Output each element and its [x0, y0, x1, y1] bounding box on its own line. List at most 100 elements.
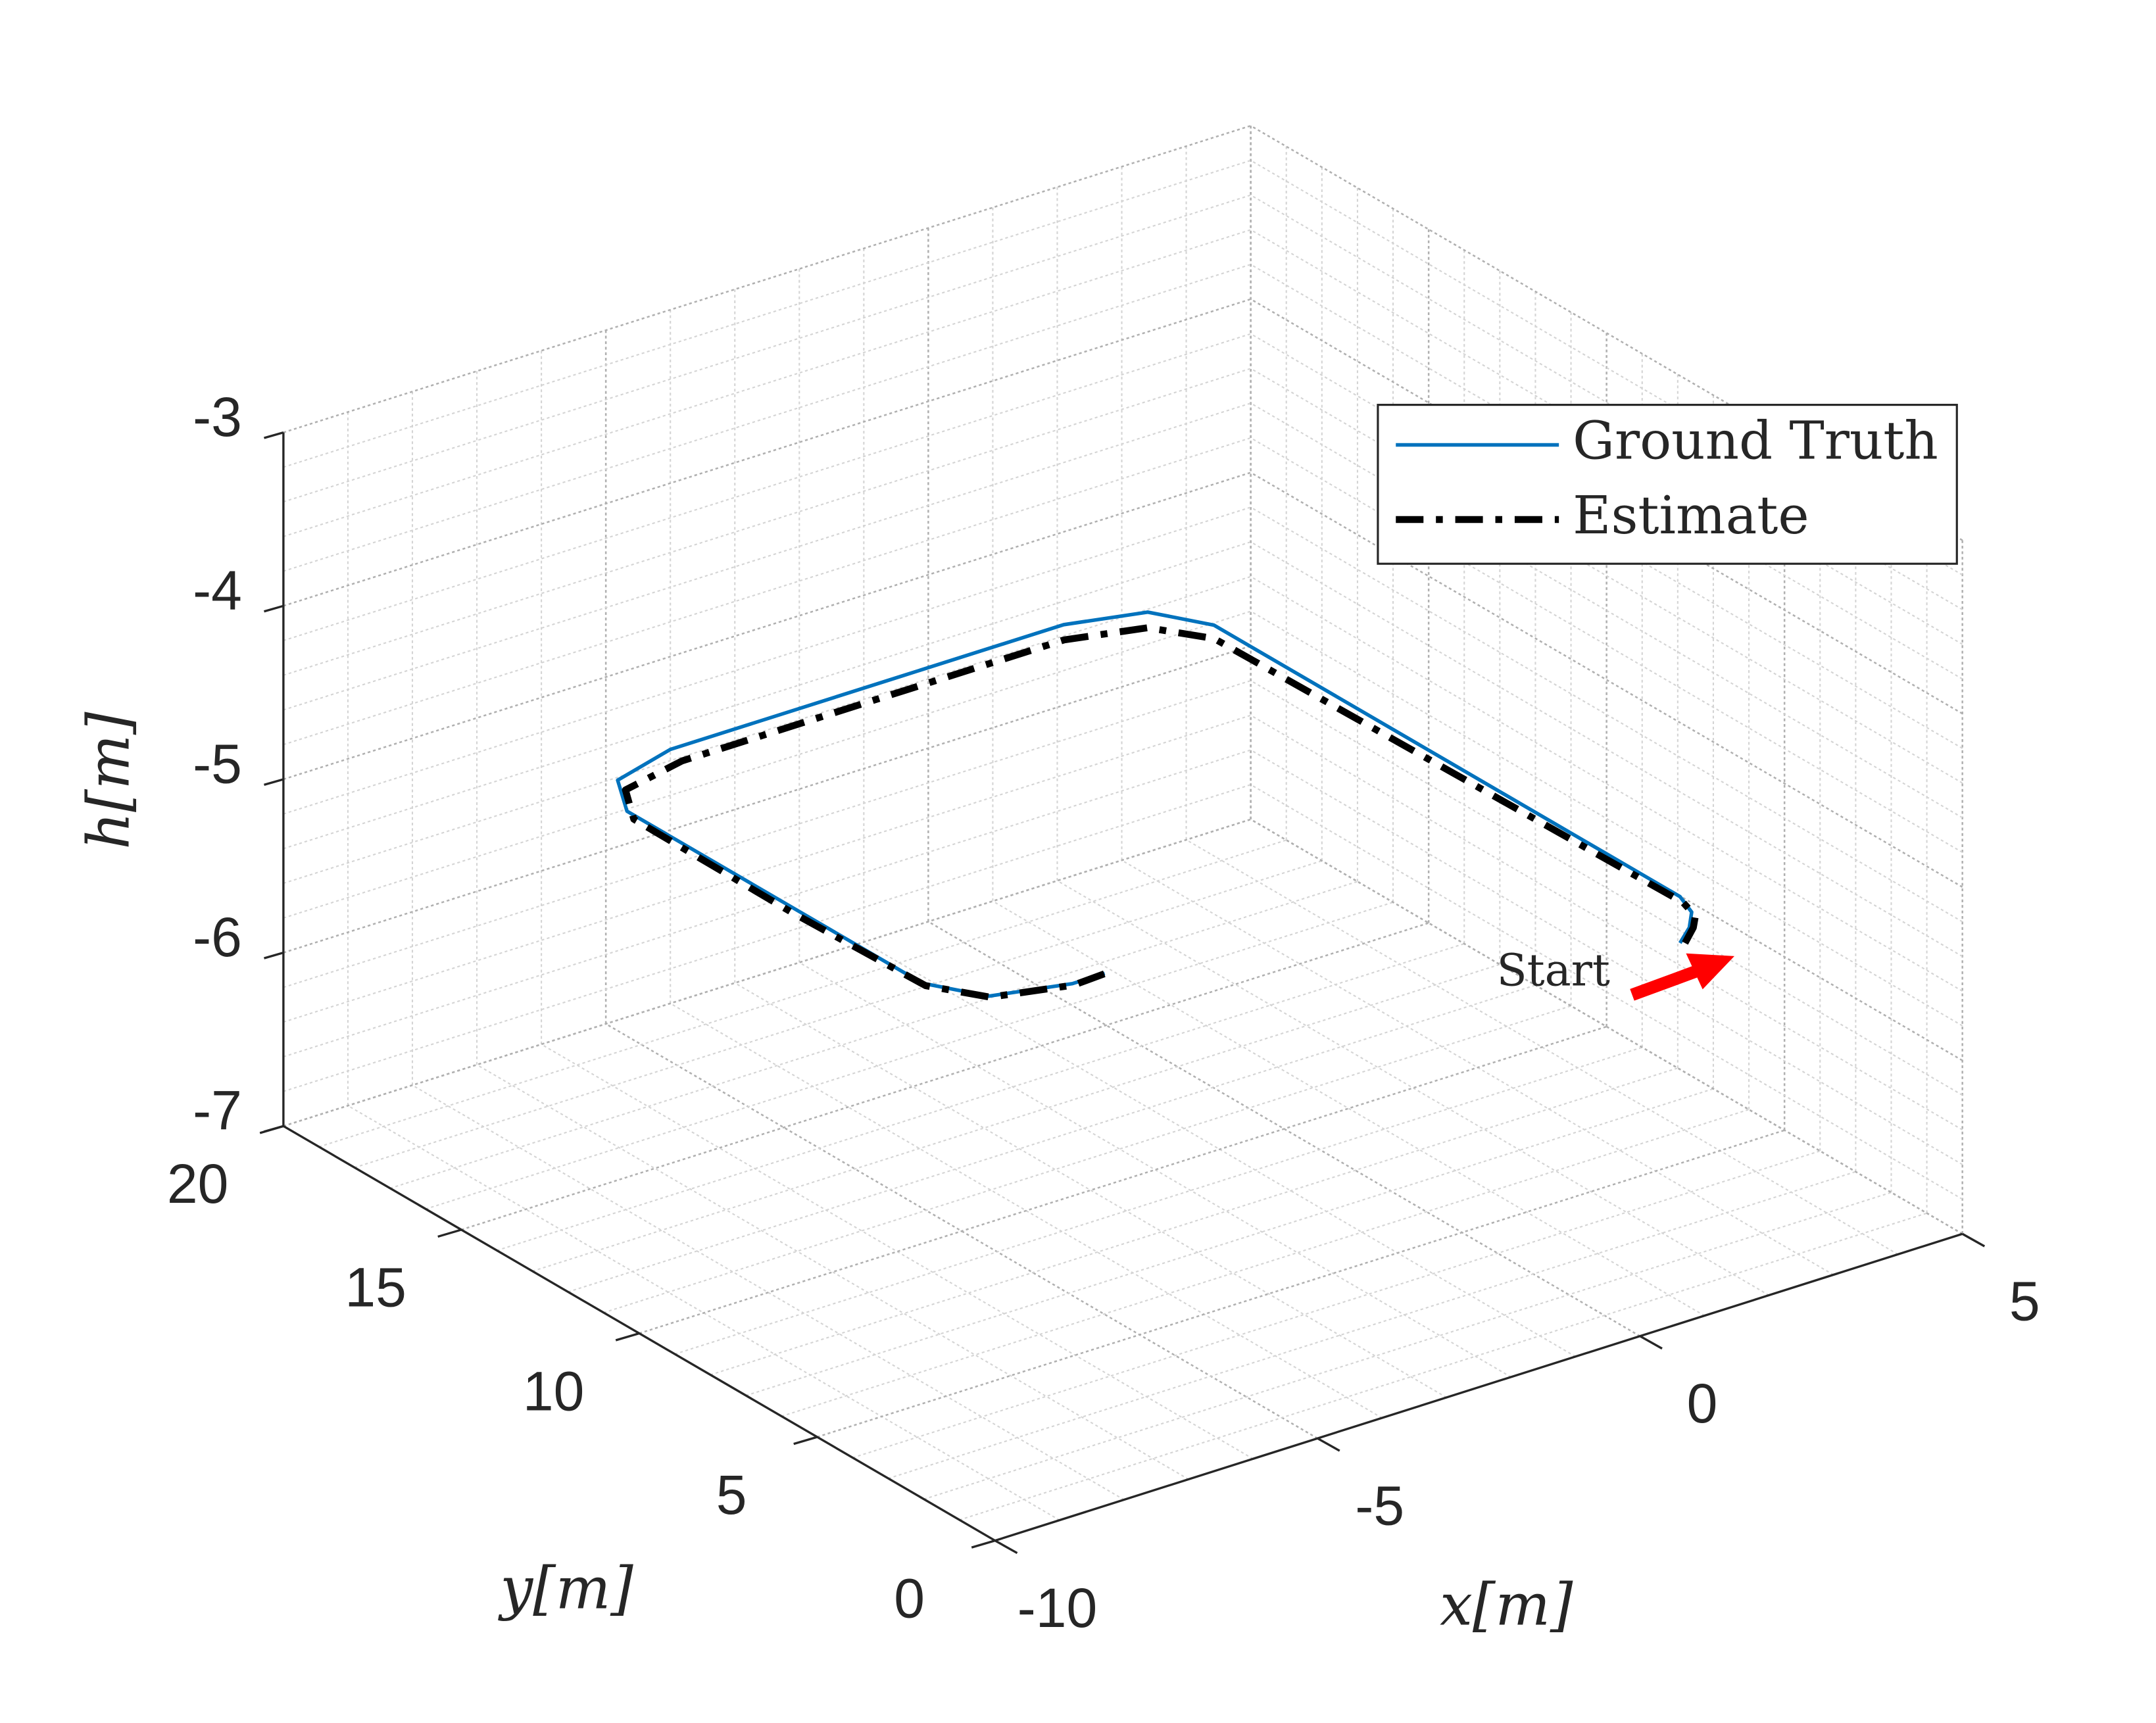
- minor-grid-line: [283, 194, 1251, 503]
- minor-grid-line: [1250, 506, 1963, 923]
- grid-line: [283, 818, 1252, 1127]
- y-tick-label: 20: [167, 1153, 228, 1215]
- legend-box: [1377, 404, 1958, 565]
- x-tick-label: 5: [2009, 1271, 2040, 1332]
- minor-grid-line: [1250, 749, 1963, 1165]
- minor-grid-line: [1186, 839, 1899, 1255]
- minor-grid-line: [1250, 680, 1963, 1096]
- legend: Ground Truth Estimate: [1377, 404, 1958, 565]
- grid-line: [1250, 818, 1963, 1235]
- z-axis-label: h[m]: [74, 712, 142, 850]
- x-tick-mark: [1317, 1437, 1340, 1452]
- minor-grid-line: [541, 1044, 1254, 1460]
- minor-grid-line: [283, 402, 1251, 711]
- minor-grid-line: [1250, 333, 1963, 749]
- minor-grid-line: [1250, 402, 1963, 819]
- grid-line: [283, 645, 1252, 954]
- minor-grid-line: [670, 1002, 1383, 1419]
- series-line: [622, 624, 1699, 1001]
- x-axis-line: [994, 1232, 1963, 1542]
- y-tick-label: 10: [523, 1360, 584, 1422]
- minor-grid-line: [347, 1105, 1060, 1521]
- grid-line: [817, 1129, 1785, 1438]
- z-tick-label: -7: [193, 1080, 242, 1142]
- x-axis-label: x[m]: [1440, 1571, 1573, 1639]
- minor-grid-line: [1250, 194, 1963, 610]
- y-tick-mark: [615, 1332, 640, 1342]
- minor-grid-line: [781, 1109, 1750, 1417]
- minor-grid-line: [959, 1212, 1927, 1521]
- minor-grid-line: [798, 961, 1511, 1378]
- x-tick-label: 0: [1687, 1372, 1718, 1434]
- grid-line: [283, 298, 1252, 607]
- minor-grid-line: [852, 1150, 1821, 1459]
- minor-grid-line: [283, 575, 1251, 885]
- minor-grid-line: [923, 1192, 1892, 1500]
- minor-grid-line: [425, 901, 1394, 1210]
- grid: [282, 124, 1963, 1541]
- minor-grid-line: [1250, 368, 1963, 784]
- legend-label: Estimate: [1573, 485, 1809, 546]
- minor-grid-line: [992, 900, 1705, 1317]
- minor-grid-line: [745, 1088, 1714, 1397]
- minor-grid-line: [283, 368, 1251, 676]
- minor-grid-line: [1250, 229, 1963, 645]
- minor-grid-line: [1250, 160, 1963, 576]
- y-tick-mark: [971, 1540, 996, 1549]
- minor-grid-line: [389, 881, 1358, 1189]
- minor-grid-line: [283, 229, 1251, 537]
- minor-grid-line: [283, 333, 1251, 642]
- arrow-shaft: [1630, 964, 1702, 1001]
- minor-grid-line: [710, 1067, 1678, 1376]
- minor-grid-line: [1056, 880, 1770, 1296]
- axes: -10 -5 0 5 0 5 10 15 20 -7 -6 -5 -4 -3: [167, 386, 2040, 1639]
- arrow-head: [1686, 953, 1734, 990]
- minor-grid-line: [283, 610, 1251, 919]
- z-tick-mark: [264, 431, 284, 439]
- minor-grid-line: [283, 437, 1251, 746]
- grid-line: [461, 922, 1429, 1231]
- minor-grid-line: [1250, 264, 1963, 680]
- z-tick-mark: [264, 604, 284, 613]
- z-tick-label: -5: [193, 733, 242, 794]
- minor-grid-line: [283, 159, 1251, 468]
- minor-grid-line: [674, 1046, 1643, 1355]
- minor-grid-line: [1250, 575, 1963, 992]
- z-tick-label: -3: [193, 386, 242, 448]
- grid-line: [283, 124, 1252, 433]
- minor-grid-line: [1250, 610, 1963, 1027]
- minor-grid-line: [1250, 541, 1963, 958]
- z-tick-mark: [264, 1125, 284, 1133]
- minor-grid-line: [412, 1084, 1125, 1501]
- minor-grid-line: [734, 982, 1447, 1398]
- start-annotation: Start: [1497, 945, 1610, 996]
- z-tick-label: -6: [193, 906, 242, 968]
- x-tick-mark: [994, 1540, 1018, 1555]
- z-tick-label: -4: [193, 560, 242, 621]
- minor-grid-line: [354, 860, 1323, 1169]
- x-tick-mark: [1961, 1232, 1986, 1248]
- minor-grid-line: [1250, 714, 1963, 1130]
- start-arrow: [1630, 953, 1734, 1001]
- minor-grid-line: [603, 1005, 1571, 1313]
- minor-grid-line: [283, 784, 1251, 1092]
- z-tick-mark: [264, 778, 284, 787]
- x-tick-label: -5: [1355, 1475, 1404, 1537]
- x-tick-mark: [1639, 1335, 1663, 1350]
- minor-grid-line: [283, 749, 1251, 1057]
- grid-line: [605, 1023, 1318, 1440]
- minor-grid-line: [318, 839, 1287, 1148]
- legend-label: Ground Truth: [1573, 410, 1938, 472]
- y-tick-label: 15: [345, 1257, 406, 1319]
- minor-grid-line: [283, 506, 1251, 815]
- minor-grid-line: [532, 963, 1500, 1272]
- grid-line: [639, 1025, 1607, 1334]
- minor-grid-line: [1250, 784, 1963, 1200]
- y-tick-label: 0: [894, 1567, 925, 1629]
- plot-area: [616, 610, 1699, 1001]
- y-tick-mark: [793, 1436, 818, 1445]
- minor-grid-line: [283, 541, 1251, 850]
- grid-line: [1250, 298, 1963, 715]
